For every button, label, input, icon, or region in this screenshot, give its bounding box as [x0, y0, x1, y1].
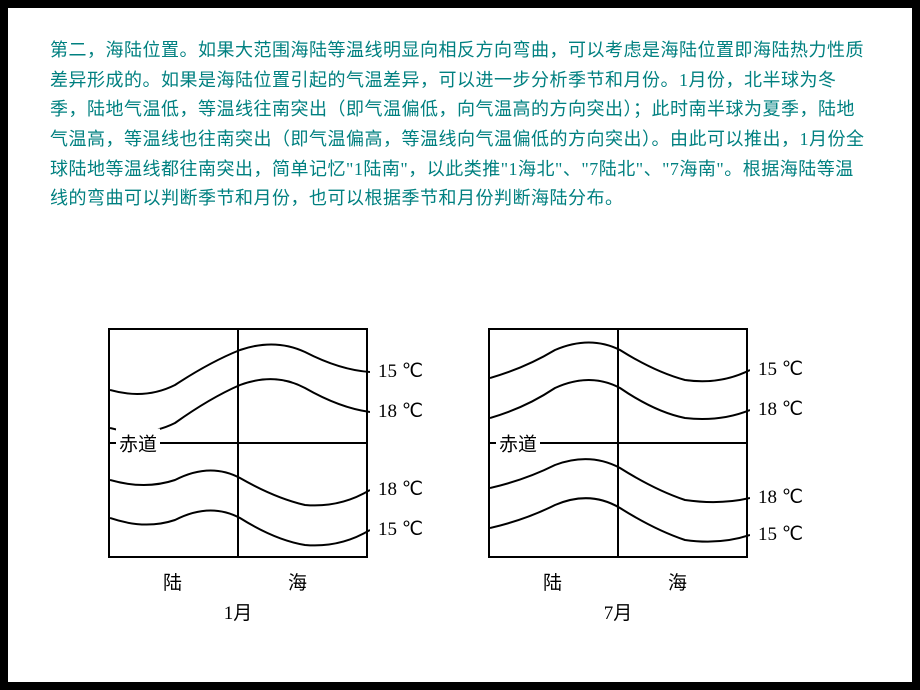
isotherm	[490, 343, 750, 382]
temp-label: 18 ℃	[758, 486, 803, 509]
diagram-frame: 赤道	[488, 328, 748, 558]
isotherm	[110, 379, 370, 432]
temp-label: 18 ℃	[378, 478, 423, 501]
sea-label: 海	[668, 568, 687, 595]
equator-label: 赤道	[496, 429, 540, 458]
temp-label: 15 ℃	[378, 518, 423, 541]
isotherm	[490, 380, 750, 419]
month-label: 1月	[108, 598, 368, 625]
isotherm	[110, 510, 370, 545]
diagram-frame: 赤道	[108, 328, 368, 558]
land-label: 陆	[543, 568, 562, 595]
diagram-july: 赤道 15 ℃ 18 ℃ 18 ℃ 15 ℃ 陆 海 7月	[488, 328, 748, 558]
isotherm	[490, 459, 750, 502]
slide: 第二，海陆位置。如果大范围海陆等温线明显向相反方向弯曲，可以考虑是海陆位置即海陆…	[8, 8, 912, 682]
temp-label: 15 ℃	[758, 523, 803, 546]
isotherm	[490, 498, 750, 541]
temp-label: 18 ℃	[378, 400, 423, 423]
isotherm	[110, 470, 370, 505]
diagram-container: 赤道 15 ℃ 18 ℃ 18 ℃ 15 ℃ 陆 海 1月	[108, 328, 828, 648]
temp-label: 15 ℃	[378, 360, 423, 383]
main-paragraph: 第二，海陆位置。如果大范围海陆等温线明显向相反方向弯曲，可以考虑是海陆位置即海陆…	[50, 36, 870, 214]
temp-label: 15 ℃	[758, 358, 803, 381]
isotherm	[110, 344, 370, 394]
equator-label: 赤道	[116, 429, 160, 458]
temp-label: 18 ℃	[758, 398, 803, 421]
month-label: 7月	[488, 598, 748, 625]
sea-label: 海	[288, 568, 307, 595]
diagram-january: 赤道 15 ℃ 18 ℃ 18 ℃ 15 ℃ 陆 海 1月	[108, 328, 368, 558]
land-label: 陆	[163, 568, 182, 595]
